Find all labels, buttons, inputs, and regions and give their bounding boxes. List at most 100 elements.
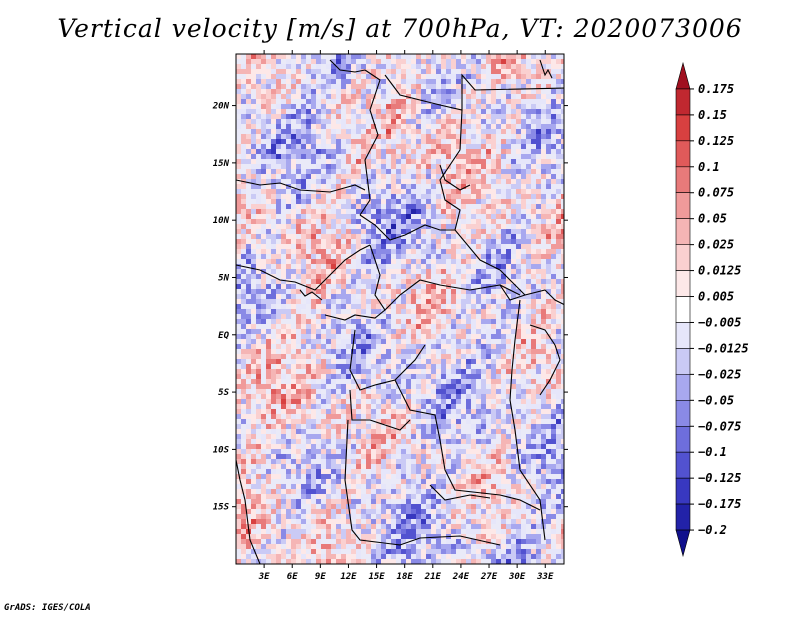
field-cell <box>236 149 241 154</box>
field-cell <box>246 339 251 344</box>
field-cell <box>521 69 526 74</box>
field-cell <box>301 254 306 259</box>
field-cell <box>276 64 281 69</box>
field-cell <box>406 129 411 134</box>
field-cell <box>346 159 351 164</box>
field-cell <box>476 214 481 219</box>
field-cell <box>421 144 426 149</box>
field-cell <box>261 504 266 509</box>
field-cell <box>396 309 401 314</box>
field-cell <box>496 464 501 469</box>
field-cell <box>266 344 271 349</box>
field-cell <box>486 189 491 194</box>
field-cell <box>401 299 406 304</box>
field-cell <box>426 134 431 139</box>
field-cell <box>531 189 536 194</box>
field-cell <box>271 174 276 179</box>
field-cell <box>466 159 471 164</box>
field-cell <box>441 484 446 489</box>
field-cell <box>236 99 241 104</box>
field-cell <box>311 104 316 109</box>
field-cell <box>396 114 401 119</box>
field-cell <box>251 69 256 74</box>
field-cell <box>301 304 306 309</box>
field-cell <box>556 94 561 99</box>
field-cell <box>451 99 456 104</box>
field-cell <box>246 109 251 114</box>
field-cell <box>556 369 561 374</box>
field-cell <box>296 324 301 329</box>
field-cell <box>371 154 376 159</box>
field-cell <box>266 434 271 439</box>
field-cell <box>381 274 386 279</box>
field-cell <box>491 384 496 389</box>
field-cell <box>361 204 366 209</box>
field-cell <box>371 279 376 284</box>
field-cell <box>496 389 501 394</box>
field-cell <box>421 174 426 179</box>
field-cell <box>286 129 291 134</box>
field-cell <box>346 469 351 474</box>
field-cell <box>241 204 246 209</box>
field-cell <box>416 109 421 114</box>
field-cell <box>276 84 281 89</box>
field-cell <box>366 244 371 249</box>
field-cell <box>266 79 271 84</box>
field-cell <box>251 414 256 419</box>
field-cell <box>416 129 421 134</box>
field-cell <box>441 139 446 144</box>
field-cell <box>546 279 551 284</box>
field-cell <box>246 489 251 494</box>
field-cell <box>401 464 406 469</box>
field-cell <box>396 209 401 214</box>
field-cell <box>436 214 441 219</box>
field-cell <box>326 129 331 134</box>
field-cell <box>411 314 416 319</box>
field-cell <box>306 349 311 354</box>
field-cell <box>301 454 306 459</box>
field-cell <box>321 259 326 264</box>
field-cell <box>376 194 381 199</box>
field-cell <box>401 149 406 154</box>
field-cell <box>331 289 336 294</box>
field-cell <box>516 224 521 229</box>
field-cell <box>436 234 441 239</box>
field-cell <box>241 149 246 154</box>
field-cell <box>526 494 531 499</box>
field-cell <box>406 264 411 269</box>
field-cell <box>356 219 361 224</box>
field-cell <box>481 124 486 129</box>
field-cell <box>296 64 301 69</box>
field-cell <box>361 124 366 129</box>
field-cell <box>286 114 291 119</box>
field-cell <box>291 79 296 84</box>
field-cell <box>246 219 251 224</box>
field-cell <box>316 299 321 304</box>
field-cell <box>436 119 441 124</box>
field-cell <box>276 194 281 199</box>
field-cell <box>391 359 396 364</box>
field-cell <box>521 109 526 114</box>
field-cell <box>391 204 396 209</box>
field-cell <box>276 59 281 64</box>
field-cell <box>511 74 516 79</box>
field-cell <box>386 419 391 424</box>
field-cell <box>261 384 266 389</box>
field-cell <box>301 269 306 274</box>
field-cell <box>526 489 531 494</box>
field-cell <box>501 444 506 449</box>
field-cell <box>346 389 351 394</box>
field-cell <box>246 119 251 124</box>
field-cell <box>346 259 351 264</box>
field-cell <box>291 204 296 209</box>
field-cell <box>401 274 406 279</box>
field-cell <box>306 259 311 264</box>
field-cell <box>411 59 416 64</box>
field-cell <box>266 154 271 159</box>
field-cell <box>296 439 301 444</box>
field-cell <box>376 414 381 419</box>
field-cell <box>471 69 476 74</box>
field-cell <box>346 274 351 279</box>
field-cell <box>481 369 486 374</box>
field-cell <box>511 444 516 449</box>
